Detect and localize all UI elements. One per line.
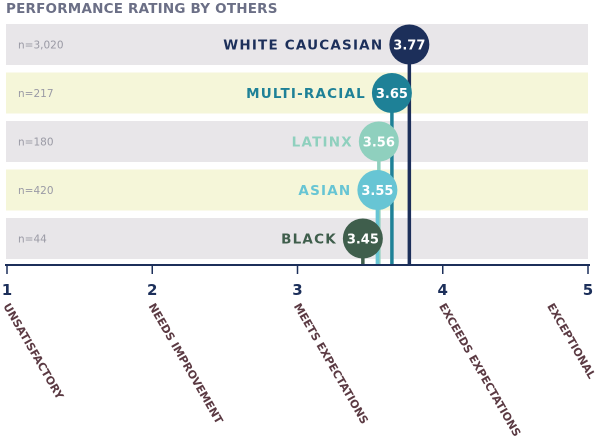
value-label: 3.77 (393, 39, 425, 54)
lollipop-head (358, 121, 399, 162)
lollipop-head (389, 24, 430, 65)
sample-size-label: n=3,020 (18, 40, 64, 52)
group-label: ASIAN (298, 183, 351, 199)
value-label: 3.55 (361, 184, 393, 199)
value-label: 3.65 (376, 87, 408, 102)
group-label: MULTI-RACIAL (246, 86, 366, 102)
row-band (6, 218, 588, 259)
rating-label: UNSATISFACTORY (0, 301, 66, 403)
rating-label: MEETS EXPECTATIONS (291, 301, 371, 426)
row-band (6, 169, 588, 211)
sample-size-label: n=217 (18, 88, 54, 100)
lollipop-head (371, 73, 412, 113)
chart-title: PERFORMANCE RATING BY OTHERS (6, 1, 278, 17)
row-band (6, 72, 588, 114)
lollipop-head (342, 218, 383, 259)
row-band (6, 24, 588, 65)
value-label: 3.56 (363, 136, 395, 151)
rating-label: EXCEEDS EXPECTATIONS (436, 301, 523, 436)
x-tick-label: 4 (438, 281, 448, 299)
x-tick-label: 2 (147, 281, 157, 299)
value-label: 3.45 (347, 233, 379, 248)
group-label: WHITE CAUCASIAN (223, 38, 383, 54)
x-tick-label: 1 (2, 281, 12, 299)
sample-size-label: n=180 (18, 137, 54, 149)
rating-label: EXCEPTIONAL (544, 301, 598, 381)
rating-label: NEEDS IMPROVEMENT (146, 301, 226, 427)
lollipop-head (357, 170, 398, 210)
group-label: LATINX (292, 135, 353, 151)
sample-size-label: n=44 (18, 234, 47, 246)
sample-size-label: n=420 (18, 185, 54, 197)
group-label: BLACK (281, 232, 337, 248)
row-band (6, 121, 588, 162)
x-tick-label: 3 (292, 281, 302, 299)
x-tick-label: 5 (583, 281, 593, 299)
